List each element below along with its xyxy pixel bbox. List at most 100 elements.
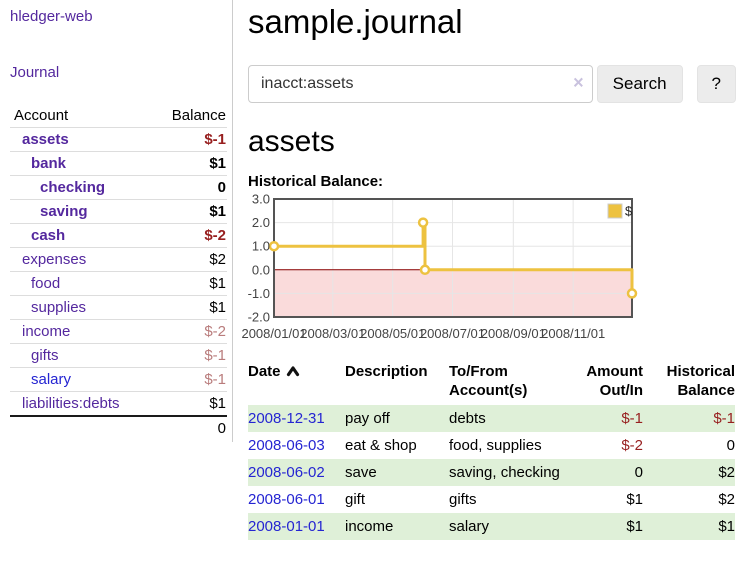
app-title: hledger-web xyxy=(10,8,227,26)
account-balance: $-2 xyxy=(204,323,226,340)
account-link[interactable]: checking xyxy=(40,179,106,196)
account-link[interactable]: expenses xyxy=(22,251,87,268)
y-tick-label: 2.0 xyxy=(252,215,270,230)
chart-canvas: $3.0 2.0 1.0 0.0 -1.0 -2.02008/01/012008/03/0… xyxy=(241,192,638,341)
y-tick-label: 1.0 xyxy=(252,239,270,254)
transaction-accounts: saving, checking xyxy=(449,464,560,481)
accounts-total-balance: 0 xyxy=(217,420,226,437)
register-table-body: 2008-12-31 pay off debts $-1 $-1 2008-06-03 ea… xyxy=(248,405,735,540)
search-form: × Search ? xyxy=(248,65,736,103)
search-button[interactable]: Search xyxy=(596,65,683,103)
transaction-row: 2008-01-01 income salary $1 $1 xyxy=(248,513,735,540)
transaction-row: 2008-06-03 eat & shop food, supplies $-2 0 xyxy=(248,432,735,459)
sort-ascending-icon xyxy=(286,366,299,377)
transaction-description: pay off xyxy=(345,410,390,427)
account-balance: $1 xyxy=(209,395,226,412)
transaction-description: eat & shop xyxy=(345,437,417,454)
register-header-description[interactable]: Description xyxy=(345,363,428,380)
transaction-date-link[interactable]: 2008-06-03 xyxy=(248,437,325,454)
register-header-amount[interactable]: Amount Out/In xyxy=(586,363,643,399)
x-tick-label: 2008/03/01 xyxy=(300,326,365,341)
y-tick-label: 0.0 xyxy=(252,262,270,277)
transaction-description: gift xyxy=(345,491,366,508)
account-link[interactable]: income xyxy=(22,323,71,340)
register-header-date[interactable]: Date xyxy=(248,357,345,405)
transaction-amount: 0 xyxy=(634,464,643,481)
account-balance: $-2 xyxy=(204,227,226,244)
chart-title: Historical Balance: xyxy=(248,173,384,190)
data-point[interactable] xyxy=(417,217,429,228)
transaction-row: 2008-06-02 save saving, checking 0 $2 xyxy=(248,459,735,486)
transaction-balance: $1 xyxy=(718,518,735,535)
data-point[interactable] xyxy=(419,264,431,276)
legend-swatch xyxy=(607,203,623,219)
accounts-table: Account Balance assets $-1 bank $1 checking 0… xyxy=(10,104,227,440)
account-balance: 0 xyxy=(217,179,226,196)
accounts-header-balance: Balance xyxy=(171,107,226,124)
search-input-wrap: × xyxy=(248,65,593,103)
data-point[interactable] xyxy=(268,240,280,252)
accounts-header-account: Account xyxy=(14,107,69,124)
x-tick-label: 2008/09/01 xyxy=(481,326,546,341)
transaction-date-link[interactable]: 2008-01-01 xyxy=(248,518,325,535)
account-link[interactable]: cash xyxy=(31,227,66,244)
x-tick-label: 2008/11/01 xyxy=(541,326,605,341)
account-link[interactable]: liabilities:debts xyxy=(22,395,120,412)
y-tick-label: 3.0 xyxy=(252,192,270,207)
account-balance: $1 xyxy=(209,203,226,220)
register-table: Date Description To/From Account(s) Amou… xyxy=(248,357,735,540)
main-content: sample.journal × Search ? assets Histori… xyxy=(241,0,736,540)
account-row: income $-2 xyxy=(10,319,227,344)
account-row: supplies $1 xyxy=(10,295,227,320)
transaction-accounts: food, supplies xyxy=(449,437,542,454)
transaction-date-link[interactable]: 2008-06-02 xyxy=(248,464,325,481)
transaction-row: 2008-12-31 pay off debts $-1 $-1 xyxy=(248,405,735,432)
account-row: assets $-1 xyxy=(10,127,227,152)
account-row: food $1 xyxy=(10,271,227,296)
account-link[interactable]: gifts xyxy=(31,347,59,364)
transaction-accounts: gifts xyxy=(449,491,477,508)
transaction-balance: 0 xyxy=(726,437,735,454)
account-row: cash $-2 xyxy=(10,223,227,248)
clear-search-icon[interactable]: × xyxy=(573,72,584,93)
account-balance: $-1 xyxy=(204,347,226,364)
account-row: gifts $-1 xyxy=(10,343,227,368)
account-balance: $-1 xyxy=(204,131,226,148)
transaction-description: income xyxy=(345,518,394,535)
account-row: checking 0 xyxy=(10,175,227,200)
account-link[interactable]: assets xyxy=(22,131,69,148)
transaction-description: save xyxy=(345,464,377,481)
transaction-amount: $-2 xyxy=(621,437,643,454)
transaction-amount: $1 xyxy=(626,491,643,508)
account-row: bank $1 xyxy=(10,151,227,176)
transaction-date-link[interactable]: 2008-12-31 xyxy=(248,410,325,427)
legend-label: $ xyxy=(625,204,633,219)
account-link[interactable]: food xyxy=(31,275,61,292)
account-link[interactable]: bank xyxy=(31,155,67,172)
transaction-date-link[interactable]: 2008-06-01 xyxy=(248,491,325,508)
register-header-accounts[interactable]: To/From Account(s) xyxy=(449,363,528,399)
data-point[interactable] xyxy=(626,288,638,299)
transaction-accounts: debts xyxy=(449,410,486,427)
account-link[interactable]: salary xyxy=(31,371,72,388)
transaction-accounts: salary xyxy=(449,518,490,535)
help-button[interactable]: ? xyxy=(696,65,736,103)
accounts-table-body: assets $-1 bank $1 checking 0 saving $1 cash $-2 e… xyxy=(10,127,227,441)
register-header-balance[interactable]: Historical Balance xyxy=(666,363,735,399)
account-link[interactable]: saving xyxy=(40,203,88,220)
transaction-balance: $-1 xyxy=(713,410,735,427)
account-link[interactable]: supplies xyxy=(31,299,87,316)
account-balance: $2 xyxy=(209,251,226,268)
page-title: sample.journal xyxy=(248,3,463,40)
nav-journal-link[interactable]: Journal xyxy=(10,64,60,81)
account-balance: $1 xyxy=(209,155,226,172)
y-tick-label: -1.0 xyxy=(248,286,270,301)
app-title-link[interactable]: hledger-web xyxy=(10,8,93,25)
account-balance: $1 xyxy=(209,299,226,316)
transaction-amount: $-1 xyxy=(621,410,643,427)
x-tick-label: 2008/07/01 xyxy=(420,326,485,341)
account-heading: assets xyxy=(248,125,335,158)
accounts-total-row: 0 xyxy=(10,416,227,440)
search-input[interactable] xyxy=(248,65,593,103)
